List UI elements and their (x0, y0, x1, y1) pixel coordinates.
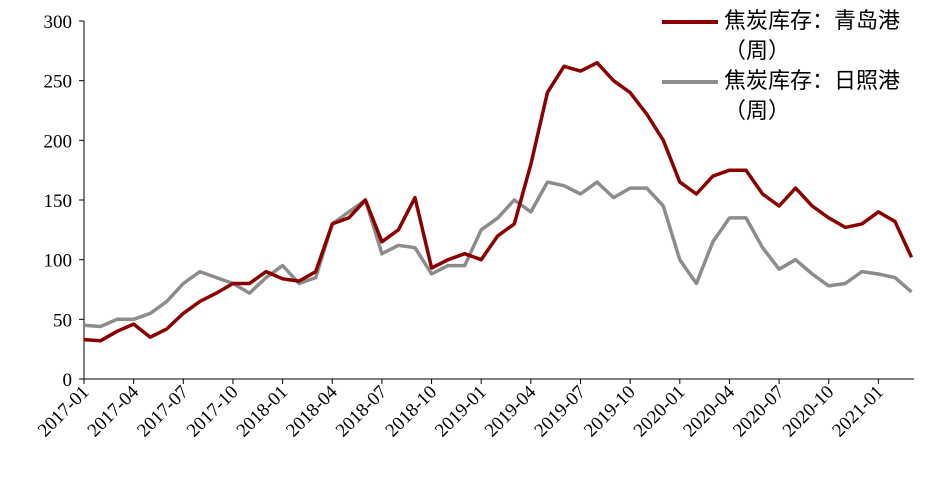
legend-item: 焦炭库存：日照港（周） (662, 66, 937, 126)
series-line (83, 61, 914, 343)
x-tick-label: 2020-10 (779, 382, 839, 442)
x-tick-label: 2020-01 (630, 382, 690, 442)
x-tick-label: 2020-07 (729, 382, 789, 442)
x-tick-label: 2020-04 (679, 381, 739, 441)
legend: 焦炭库存：青岛港（周） 焦炭库存：日照港（周） (662, 6, 937, 126)
x-tick-label: 2017-07 (133, 382, 193, 442)
series-line (83, 180, 913, 329)
legend-swatch (662, 80, 718, 84)
y-tick-label: 100 (44, 251, 73, 272)
x-tick-label: 2018-01 (233, 382, 293, 442)
y-tick-label: 250 (44, 72, 73, 93)
legend-swatch (662, 20, 718, 24)
y-tick-label: 0 (63, 370, 73, 391)
x-tick-label: 2018-04 (282, 381, 342, 441)
x-tick-label: 2019-10 (580, 382, 640, 442)
legend-item: 焦炭库存：青岛港（周） (662, 6, 937, 66)
y-tick-label: 300 (44, 12, 73, 33)
legend-label: 焦炭库存：日照港（周） (724, 68, 901, 123)
x-tick-label: 2021-01 (828, 382, 888, 442)
x-tick-label: 2019-07 (530, 382, 590, 442)
y-tick-label: 50 (53, 310, 72, 331)
x-tick-label: 2018-07 (332, 382, 392, 442)
y-tick-label: 200 (44, 131, 73, 152)
legend-label: 焦炭库存：青岛港（周） (724, 8, 901, 63)
x-tick-label: 2017-10 (183, 382, 243, 442)
x-tick-label: 2019-01 (431, 382, 491, 442)
y-tick-label: 150 (44, 191, 73, 212)
x-tick-label: 2018-10 (381, 382, 441, 442)
x-tick-label: 2017-04 (84, 381, 144, 441)
x-tick-label: 2019-04 (481, 381, 541, 441)
